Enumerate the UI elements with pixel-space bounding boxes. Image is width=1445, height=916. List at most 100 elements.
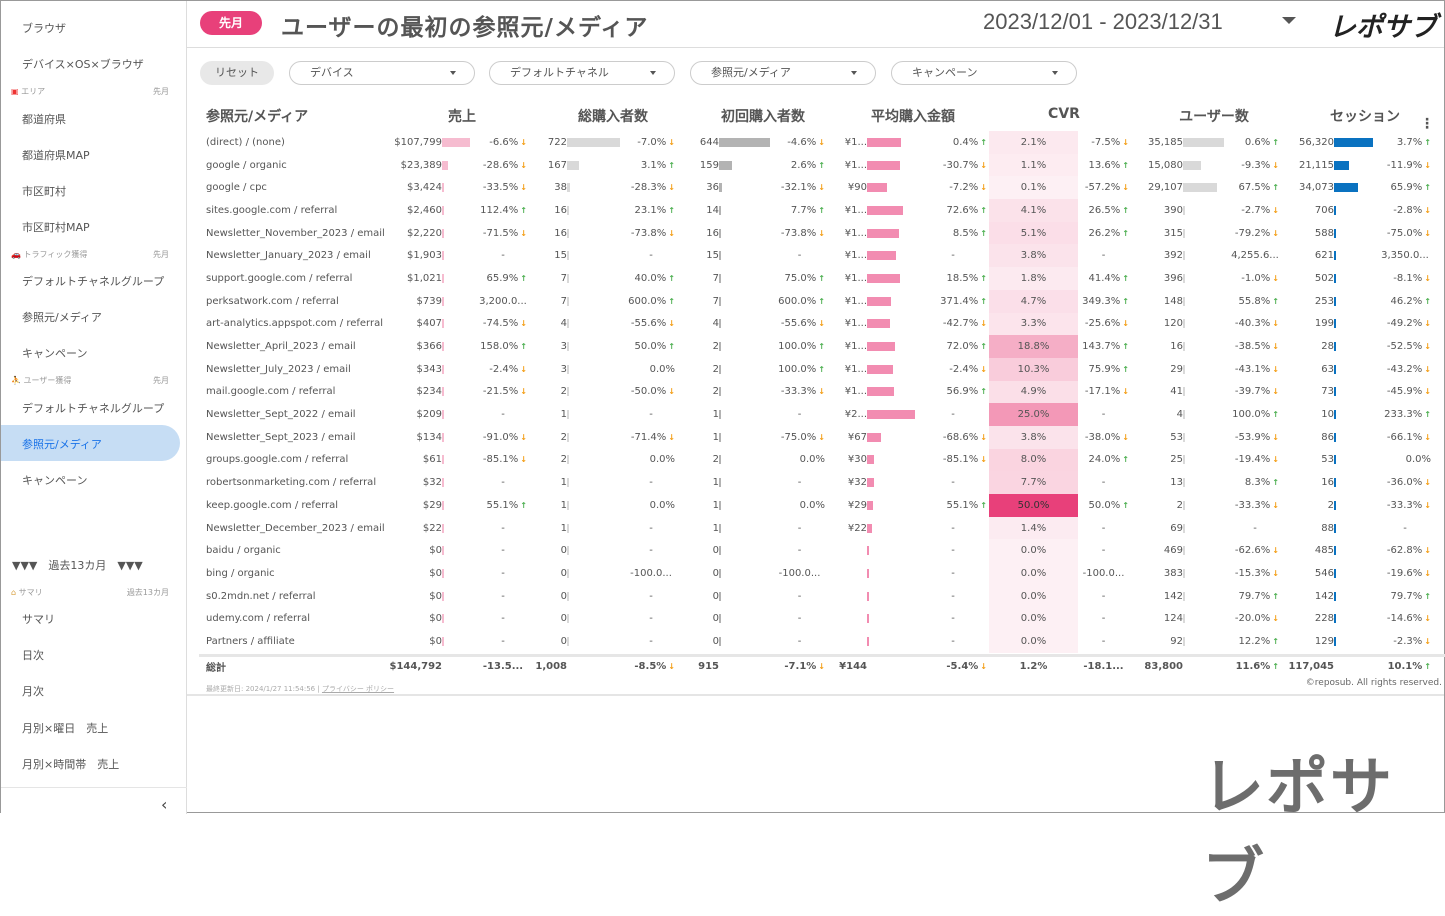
source-medium-name[interactable]: Newsletter_Sept_2023 / email [206, 431, 356, 443]
cell-value: 35,185 [1148, 136, 1183, 148]
total-row[interactable]: 総計 $144,792 -13.5... 1,008 -8.5% ↓ 915 -7.1% ↓ ¥1… [199, 653, 1445, 677]
table-row[interactable]: s0.2mdn.net / referral $0 - 0 - 0 - - 0.0% - 142 79… [199, 584, 1445, 608]
divider [187, 694, 1444, 696]
source-medium-name[interactable]: Newsletter_April_2023 / email [206, 341, 356, 353]
f: 2 [677, 358, 719, 381]
channel-filter[interactable]: デフォルトチャネル [489, 61, 675, 85]
sidebar-item-browser[interactable]: ブラウザ [22, 22, 66, 35]
source-medium-name[interactable]: Newsletter_November_2023 / email [206, 227, 385, 239]
campaign-filter[interactable]: キャンペーン [891, 61, 1077, 85]
privacy-policy-link[interactable]: プライバシー ポリシー [321, 685, 395, 693]
table-body[interactable]: (direct) / (none) $107,799 -6.6% ↓ 722 -7.0% ↓… [199, 131, 1445, 653]
table-row[interactable]: Newsletter_January_2023 / email $1,903 - 15… [199, 244, 1445, 268]
cell-value: 69 [1170, 522, 1183, 534]
table-row[interactable]: keep.google.com / referral $29 55.1% ↑ 1 0.0%… [199, 494, 1445, 517]
table-row[interactable]: bing / organic $0 - 0 -100.0... 0 -100.0... - 0.… [199, 562, 1445, 585]
col-cvr[interactable]: CVR [1048, 106, 1080, 122]
date-dropdown-icon[interactable] [1282, 17, 1296, 24]
table-row[interactable]: perksatwork.com / referral $739 3,200.0...… [199, 289, 1445, 313]
source-medium-name[interactable]: Newsletter_Sept_2022 / email [206, 409, 356, 421]
sidebar-item-traffic-campaign[interactable]: キャンペーン [22, 347, 88, 360]
col-sessions[interactable]: セッション [1330, 109, 1400, 125]
source-medium-name[interactable]: baidu / organic [206, 545, 281, 557]
source-medium-name[interactable]: support.google.com / referral [206, 272, 353, 284]
date-range[interactable]: 2023/12/01 - 2023/12/31 [983, 9, 1223, 34]
cell-value: $209 [416, 409, 442, 421]
source-medium-name[interactable]: google / organic [206, 159, 287, 171]
sidebar-item-device-os-browser[interactable]: デバイス×OS×ブラウザ [22, 58, 144, 71]
source-medium-name[interactable]: Newsletter_January_2023 / email [206, 250, 371, 262]
table-row[interactable]: Newsletter_Sept_2022 / email $209 - 1 - 1 - ¥2.… [199, 403, 1445, 426]
col-first-purchasers[interactable]: 初回購入者数 [721, 109, 805, 125]
sidebar-item-prefecture[interactable]: 都道府県 [22, 113, 66, 126]
purchasers-change: 0.0% [627, 358, 677, 381]
source-medium-name[interactable]: google / cpc [206, 182, 267, 194]
cell-value: $0 [429, 567, 442, 579]
arrow-down-icon: ↓ [520, 228, 527, 238]
reset-button[interactable]: リセット [200, 61, 274, 85]
table-row[interactable]: (direct) / (none) $107,799 -6.6% ↓ 722 -7.0% ↓… [199, 131, 1445, 154]
collapse-sidebar-icon[interactable]: ‹ [161, 795, 168, 814]
table-row[interactable]: Newsletter_December_2023 / email $22 - 1 - 1 -… [199, 516, 1445, 540]
source-medium-name[interactable]: robertsonmarketing.com / referral [206, 477, 377, 489]
table-row[interactable]: google / cpc $3,424 -33.5% ↓ 38 -28.3% ↓ 36 -32.… [199, 176, 1445, 200]
table-row[interactable]: robertsonmarketing.com / referral $32 - 1 - 1… [199, 471, 1445, 494]
source-medium-name[interactable]: Newsletter_December_2023 / email [206, 522, 385, 534]
table-row[interactable]: udemy.com / referral $0 - 0 - 0 - - 0.0% - 124 -20.… [199, 607, 1445, 631]
avg-purchase-change: -5.4% ↓ [919, 657, 989, 677]
source-medium-name[interactable]: Newsletter_July_2023 / email [206, 363, 351, 375]
table-row[interactable]: Newsletter_Sept_2023 / email $134 -91.0% ↓ 2… [199, 425, 1445, 449]
sidebar-item-user-channel[interactable]: デフォルトチャネルグループ [22, 402, 165, 415]
device-filter[interactable]: デバイス [289, 61, 475, 85]
cell-value: 142 [1163, 590, 1183, 602]
table-row[interactable]: mail.google.com / referral $234 -21.5% ↓ 2 -5… [199, 380, 1445, 404]
col-source-medium[interactable]: 参照元/メディア [206, 109, 309, 125]
source-medium-name[interactable]: bing / organic [206, 567, 275, 579]
sidebar-item-city[interactable]: 市区町村 [22, 185, 66, 198]
table-row[interactable]: baidu / organic $0-0-0- -0.0% -469 -62.6% ↓ 48… [199, 539, 1445, 563]
table-row[interactable]: Partners / affiliate $0 - 0 - 0 - - 0.0% - 92 12.2%… [199, 630, 1445, 653]
source-medium-name[interactable]: keep.google.com / referral [206, 499, 339, 511]
table-row[interactable]: google / organic $23,389 -28.6% ↓ 167 3.1% ↑ 15… [199, 153, 1445, 177]
col-sales[interactable]: 売上 [448, 109, 476, 125]
table-row[interactable]: Newsletter_November_2023 / email $2,220 -7… [199, 221, 1445, 245]
source-medium-name[interactable]: art-analytics.appspot.com / referral [206, 318, 383, 330]
source-medium-name[interactable]: groups.google.com / referral [206, 454, 349, 466]
sidebar-item-user-campaign[interactable]: キャンペーン [22, 474, 88, 487]
table-row[interactable]: groups.google.com / referral $61 -85.1% ↓ 2 0… [199, 448, 1445, 472]
sidebar-item-month-weekday-sales[interactable]: 月別×曜日 売上 [22, 722, 109, 735]
change-value: - [501, 590, 505, 602]
source-medium-filter[interactable]: 参照元/メディア [690, 61, 876, 85]
table-row[interactable]: Newsletter_April_2023 / email $366 158.0% ↑… [199, 335, 1445, 358]
col-purchasers[interactable]: 総購入者数 [578, 109, 648, 125]
sidebar-item-daily[interactable]: 日次 [22, 649, 44, 662]
sidebar-item-traffic-channel[interactable]: デフォルトチャネルグループ [22, 275, 165, 288]
table-row[interactable]: support.google.com / referral $1,021 65.9%… [199, 267, 1445, 290]
sidebar-item-city-map[interactable]: 市区町村MAP [22, 221, 90, 234]
table-row[interactable]: sites.google.com / referral $2,460 112.4% ↑… [199, 199, 1445, 222]
source-medium-name[interactable]: mail.google.com / referral [206, 386, 336, 398]
change-value: - [797, 545, 802, 557]
source-medium-name[interactable]: udemy.com / referral [206, 613, 311, 625]
source-medium-name[interactable]: Partners / affiliate [206, 635, 295, 647]
sidebar-item-month-hour-sales[interactable]: 月別×時間帯 売上 [22, 758, 120, 771]
source-medium-name[interactable]: sites.google.com / referral [206, 204, 338, 216]
sidebar-item-monthly[interactable]: 月次 [22, 685, 44, 698]
source-medium-name[interactable]: (direct) / (none) [206, 136, 285, 148]
col-avg-purchase[interactable]: 平均購入金額 [871, 109, 955, 125]
col-users[interactable]: ユーザー数 [1179, 109, 1249, 125]
sidebar-item-user-source-medium[interactable]: 参照元/メディア [22, 438, 102, 451]
sidebar-item-traffic-source-medium[interactable]: 参照元/メディア [22, 311, 102, 324]
table-row[interactable]: Newsletter_July_2023 / email $343 -2.4% ↓ 3 0… [199, 357, 1445, 381]
sidebar-item-prefecture-map[interactable]: 都道府県MAP [22, 149, 90, 162]
cell-value: 644 [699, 136, 719, 148]
first-purchasers-change: - [774, 244, 827, 267]
more-options-icon[interactable]: ⋮ [1420, 116, 1434, 132]
cvr-cell: 1.4% [989, 516, 1078, 540]
source-medium-name[interactable]: s0.2mdn.net / referral [206, 590, 316, 602]
f: 7 [677, 267, 719, 290]
source-medium-name[interactable]: perksatwork.com / referral [206, 295, 339, 307]
cvr-change: -100.0... [1078, 562, 1131, 585]
sidebar-item-summary[interactable]: サマリ [22, 613, 55, 626]
table-row[interactable]: art-analytics.appspot.com / referral $407… [199, 312, 1445, 336]
